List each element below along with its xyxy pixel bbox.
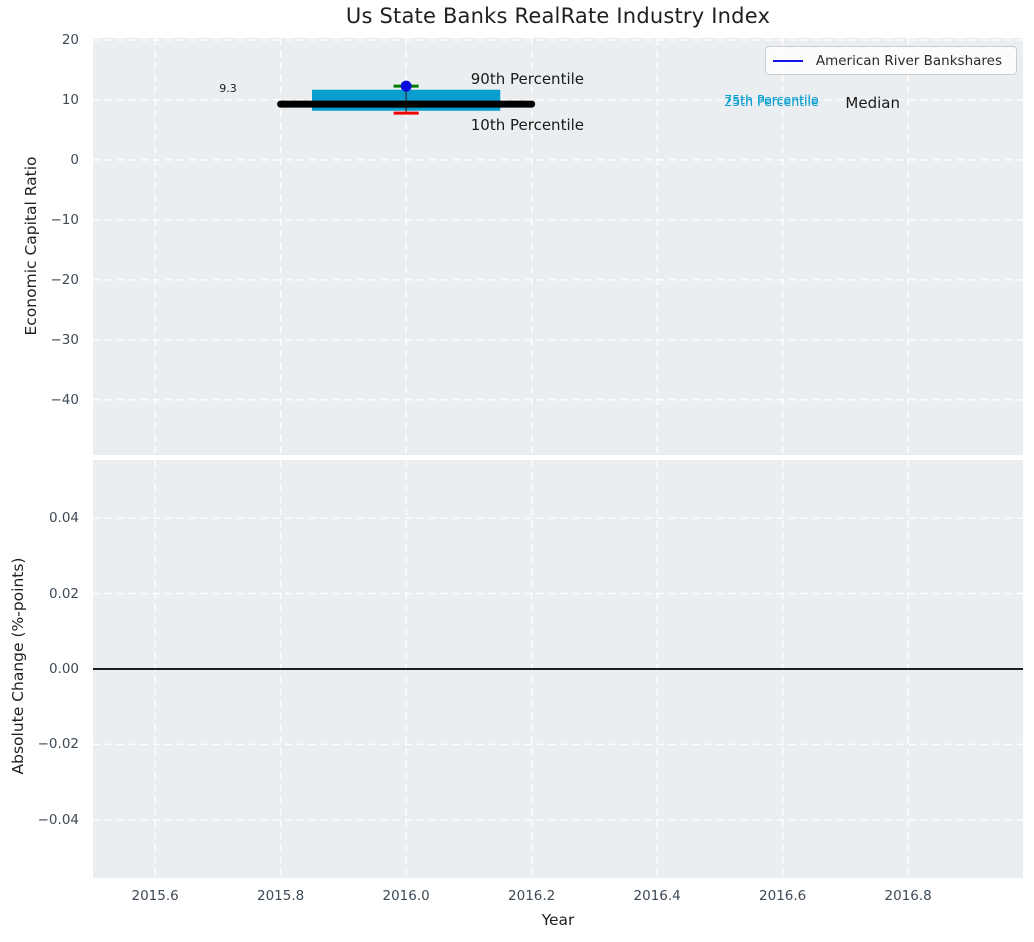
y-tick-label: 0.04 — [48, 510, 79, 527]
y-tick-label: −40 — [50, 391, 80, 408]
y-tick-label: 0.00 — [48, 661, 79, 677]
annotation: 75th Percentile — [724, 91, 819, 107]
x-tick-label: 2015.8 — [257, 888, 305, 904]
annotation: 10th Percentile — [470, 115, 585, 134]
y-tick-label: −10 — [50, 211, 80, 228]
company-point — [400, 80, 412, 92]
legend-label: American River Bankshares — [815, 52, 1002, 69]
annotation: 25th Percentile — [724, 93, 819, 109]
plot-canvas — [93, 460, 1023, 878]
top-plot-area: American River Bankshares 9.3 90th Percen… — [93, 38, 1023, 455]
plot-canvas — [93, 38, 1023, 455]
x-axis-label: Year — [541, 911, 575, 929]
top-y-axis-label: Economic Capital Ratio — [22, 156, 40, 336]
y-tick-label: −0.04 — [37, 811, 79, 828]
legend-line-swatch — [772, 59, 803, 62]
y-tick-label: 0.02 — [48, 585, 79, 602]
y-tick-label: −20 — [50, 271, 80, 288]
y-tick-label: −30 — [50, 331, 80, 348]
x-tick-label: 2016.8 — [884, 888, 932, 904]
x-tick-label: 2016.0 — [382, 888, 430, 904]
annotation: 90th Percentile — [470, 69, 585, 88]
annotation: 9.3 — [219, 82, 237, 96]
y-tick-label: 20 — [61, 31, 79, 48]
x-tick-label: 2016.4 — [633, 888, 681, 904]
chart-title: Us State Banks RealRate Industry Index — [345, 4, 771, 28]
legend: American River Bankshares — [764, 46, 1017, 75]
bottom-plot-area — [93, 460, 1023, 878]
y-tick-label: 0 — [70, 151, 79, 168]
y-tick-label: −0.02 — [37, 736, 79, 753]
x-tick-label: 2016.2 — [508, 888, 556, 904]
x-tick-label: 2016.6 — [759, 888, 807, 904]
y-tick-label: 10 — [61, 91, 79, 108]
annotation: Median — [845, 94, 900, 112]
x-tick-label: 2015.6 — [131, 888, 179, 904]
